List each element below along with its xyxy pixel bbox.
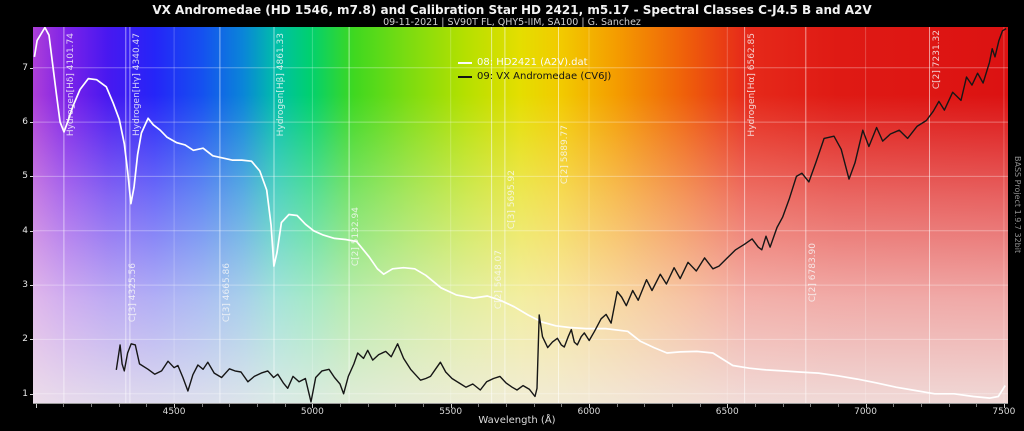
x-tick-mark xyxy=(63,404,65,407)
y-tick-mark xyxy=(30,339,33,341)
plot-area[interactable]: Hydrogen[Hδ] 4101.74 C[3] 4325.56 Hydrogen… xyxy=(33,27,1008,404)
x-tick-mark xyxy=(588,404,590,408)
x-tick-mark xyxy=(505,404,507,407)
x-axis-title: Wavelength (Å) xyxy=(478,415,556,426)
x-tick-label: 5500 xyxy=(439,407,463,417)
x-tick-mark xyxy=(865,404,867,408)
x-tick-mark xyxy=(893,404,895,407)
y-tick-mark xyxy=(30,176,33,178)
x-tick-label: 5000 xyxy=(300,407,324,417)
y-tick-label: 7 xyxy=(22,62,28,73)
x-tick-mark xyxy=(367,404,369,407)
legend-label-vxand: 09: VX Andromedae (CV6J) xyxy=(477,71,612,82)
x-tick-mark xyxy=(146,404,148,407)
x-tick-label: 6000 xyxy=(577,407,601,417)
x-tick-mark xyxy=(174,404,176,408)
legend-item: 09: VX Andromedae (CV6J) xyxy=(458,70,611,84)
y-tick-mark xyxy=(30,67,33,69)
y-tick-mark xyxy=(30,122,33,124)
x-tick-mark xyxy=(478,404,480,407)
y-tick-label: 3 xyxy=(22,280,28,291)
series-swatch-hd2421 xyxy=(458,62,472,64)
x-tick-mark xyxy=(201,404,203,407)
y-tick-mark xyxy=(30,230,33,232)
x-tick-mark xyxy=(340,404,342,407)
x-tick-label: 4500 xyxy=(162,407,186,417)
x-tick-mark xyxy=(671,404,673,407)
x-tick-mark xyxy=(699,404,701,407)
legend-label-hd2421: 08: HD2421 (A2V).dat xyxy=(477,57,588,68)
y-tick-label: 6 xyxy=(22,117,28,128)
x-tick-mark xyxy=(35,404,37,408)
x-tick-mark xyxy=(1003,404,1005,408)
y-tick-label: 1 xyxy=(22,388,28,399)
x-tick-mark xyxy=(948,404,950,407)
x-tick-mark xyxy=(395,404,397,407)
x-tick-label: 7500 xyxy=(992,407,1016,417)
x-tick-mark xyxy=(450,404,452,408)
series-curve-0 xyxy=(33,27,1006,399)
legend: 08: HD2421 (A2V).dat 09: VX Andromedae (… xyxy=(458,56,611,84)
x-tick-mark xyxy=(810,404,812,407)
spectrum-fade-overlay xyxy=(33,27,1008,403)
x-tick-mark xyxy=(118,404,120,407)
y-tick-mark xyxy=(30,393,33,395)
x-tick-mark xyxy=(727,404,729,408)
x-tick-label: 7000 xyxy=(854,407,877,417)
x-tick-mark xyxy=(644,404,646,407)
x-tick-mark xyxy=(920,404,922,407)
x-tick-label: 6500 xyxy=(715,407,739,417)
x-tick-mark xyxy=(616,404,618,407)
legend-item: 08: HD2421 (A2V).dat xyxy=(458,56,611,70)
y-tick-label: 4 xyxy=(22,225,28,236)
x-tick-mark xyxy=(976,404,978,407)
x-tick-mark xyxy=(533,404,535,407)
x-tick-mark xyxy=(754,404,756,407)
x-tick-mark xyxy=(229,404,231,407)
chart-title: VX Andromedae (HD 1546, m7.8) and Calibr… xyxy=(152,3,872,17)
x-tick-mark xyxy=(257,404,259,407)
series-swatch-vxand xyxy=(458,76,472,78)
y-tick-label: 2 xyxy=(22,334,28,345)
x-tick-mark xyxy=(561,404,563,407)
chart-subtitle: 09-11-2021 | SV90T FL, QHY5-IIM, SA100 |… xyxy=(383,17,641,28)
x-tick-mark xyxy=(284,404,286,407)
y-tick-mark xyxy=(30,285,33,287)
series-curve-1 xyxy=(115,28,1007,403)
x-tick-mark xyxy=(837,404,839,407)
x-tick-mark xyxy=(91,404,93,407)
x-tick-mark xyxy=(782,404,784,407)
y-tick-label: 5 xyxy=(22,171,28,182)
chart-canvas xyxy=(33,27,1008,403)
watermark: BASS Project 1.9.7 32bit xyxy=(1013,156,1022,254)
x-tick-mark xyxy=(423,404,424,407)
x-tick-mark xyxy=(312,404,314,408)
